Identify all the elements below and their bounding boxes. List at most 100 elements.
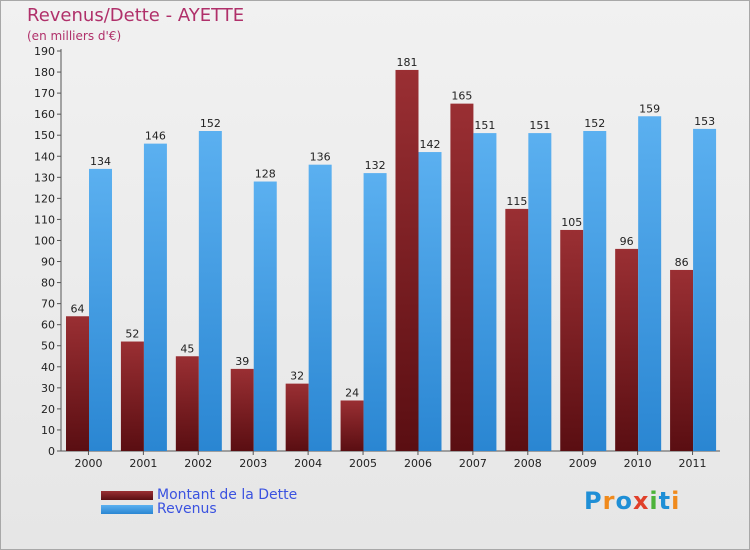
bar-dette-2010 xyxy=(615,248,639,451)
bar-revenus-2006 xyxy=(418,152,442,452)
bar-revenus-2001 xyxy=(143,143,167,451)
y-tick-label: 50 xyxy=(41,340,55,353)
data-label-revenus-2008: 151 xyxy=(529,119,550,132)
data-label-revenus-2003: 128 xyxy=(255,168,276,181)
bar-revenus-2007 xyxy=(473,133,497,451)
proxiti-logo: Proxiti xyxy=(584,487,680,515)
y-tick-label: 100 xyxy=(34,234,55,247)
y-tick-label: 180 xyxy=(34,66,55,79)
data-label-dette-2007: 165 xyxy=(451,90,472,103)
bar-revenus-2004 xyxy=(308,164,332,451)
bar-revenus-2009 xyxy=(583,131,607,451)
bar-dette-2000 xyxy=(66,316,89,451)
y-tick-label: 30 xyxy=(41,382,55,395)
y-tick-label: 110 xyxy=(34,213,55,226)
x-tick-label: 2009 xyxy=(569,457,597,470)
legend-label-dette: Montant de la Dette xyxy=(157,487,298,503)
x-tick-label: 2000 xyxy=(74,457,102,470)
x-tick-label: 2004 xyxy=(294,457,322,470)
bar-revenus-2010 xyxy=(638,116,662,452)
bar-dette-2006 xyxy=(395,69,419,452)
x-tick-label: 2002 xyxy=(184,457,212,470)
data-label-revenus-2010: 159 xyxy=(639,102,660,115)
x-tick-label: 2010 xyxy=(624,457,652,470)
bar-dette-2004 xyxy=(285,383,309,451)
bar-dette-2002 xyxy=(175,356,199,451)
data-label-dette-2000: 64 xyxy=(71,302,85,315)
bar-revenus-2008 xyxy=(528,133,552,451)
x-tick-label: 2003 xyxy=(239,457,267,470)
bar-dette-2005 xyxy=(340,400,364,451)
data-label-revenus-2002: 152 xyxy=(200,117,221,130)
logo-letter: i xyxy=(649,487,659,515)
logo-letter: t xyxy=(658,487,672,515)
x-tick-label: 2006 xyxy=(404,457,432,470)
y-tick-label: 0 xyxy=(48,445,55,458)
x-axis: 2000 2001 2002 2003 2004 2005 2006 2007 2008 2009… xyxy=(61,450,720,470)
bar-revenus-2005 xyxy=(363,173,387,451)
y-tick-label: 70 xyxy=(41,298,55,311)
x-tick-label: 2011 xyxy=(679,457,707,470)
data-label-revenus-2007: 151 xyxy=(474,119,495,132)
bar-revenus-2011 xyxy=(693,128,717,451)
logo-letter: i xyxy=(671,487,681,515)
data-label-dette-2008: 115 xyxy=(506,195,527,208)
legend-label-revenus: Revenus xyxy=(157,501,217,517)
y-tick-label: 190 xyxy=(34,45,55,58)
data-label-revenus-2005: 132 xyxy=(365,159,386,172)
data-label-revenus-2004: 136 xyxy=(310,151,331,164)
bar-revenus-2003 xyxy=(253,181,277,452)
y-tick-label: 120 xyxy=(34,192,55,205)
data-label-dette-2004: 32 xyxy=(290,370,304,383)
y-tick-label: 140 xyxy=(34,150,55,163)
data-label-dette-2003: 39 xyxy=(235,355,249,368)
legend-item-revenus: Revenus xyxy=(101,501,217,517)
data-label-revenus-2001: 146 xyxy=(145,130,166,143)
bar-revenus-2002 xyxy=(198,131,222,451)
chart-title: Revenus/Dette - AYETTE xyxy=(27,5,245,26)
logo-letter: o xyxy=(615,487,633,515)
y-tick-label: 170 xyxy=(34,87,55,100)
y-tick-label: 150 xyxy=(34,129,55,142)
data-label-dette-2002: 45 xyxy=(180,342,194,355)
bar-revenus-2000 xyxy=(89,168,112,452)
data-label-dette-2006: 181 xyxy=(397,56,418,69)
x-tick-label: 2007 xyxy=(459,457,487,470)
legend-swatch-dette xyxy=(101,490,153,500)
data-label-revenus-2000: 134 xyxy=(90,155,111,168)
legend-swatch-revenus xyxy=(101,504,153,514)
y-tick-label: 90 xyxy=(41,256,55,269)
data-label-revenus-2011: 153 xyxy=(694,115,715,128)
y-tick-label: 80 xyxy=(41,277,55,290)
data-label-revenus-2006: 142 xyxy=(420,138,441,151)
bars xyxy=(66,69,717,452)
x-tick-label: 2008 xyxy=(514,457,542,470)
data-label-revenus-2009: 152 xyxy=(584,117,605,130)
bar-dette-2007 xyxy=(450,103,474,451)
x-tick-label: 2001 xyxy=(129,457,157,470)
logo-letter: P xyxy=(584,487,603,515)
y-tick-label: 60 xyxy=(41,319,55,332)
bar-dette-2008 xyxy=(505,208,529,451)
bar-dette-2009 xyxy=(560,229,584,451)
y-tick-label: 130 xyxy=(34,171,55,184)
legend-item-dette: Montant de la Dette xyxy=(101,487,298,503)
bar-dette-2001 xyxy=(120,341,144,451)
data-labels: 64 134 52 146 45 152 39 128 32 136 24 132 181 142 165 1… xyxy=(71,56,716,400)
data-label-dette-2001: 52 xyxy=(125,328,139,341)
logo-letter: r xyxy=(602,487,616,515)
y-axis: 0 10 20 30 40 50 60 70 80 90 100 110 120 130 140 150 160… xyxy=(34,45,62,458)
data-label-dette-2010: 96 xyxy=(620,235,634,248)
y-tick-label: 160 xyxy=(34,108,55,121)
y-tick-label: 20 xyxy=(41,403,55,416)
data-label-dette-2005: 24 xyxy=(345,386,359,399)
y-tick-label: 40 xyxy=(41,361,55,374)
bar-dette-2011 xyxy=(670,269,694,451)
y-tick-label: 10 xyxy=(41,424,55,437)
x-tick-label: 2005 xyxy=(349,457,377,470)
data-label-dette-2011: 86 xyxy=(675,256,689,269)
bar-dette-2003 xyxy=(230,368,254,451)
logo-letter: x xyxy=(632,487,650,515)
